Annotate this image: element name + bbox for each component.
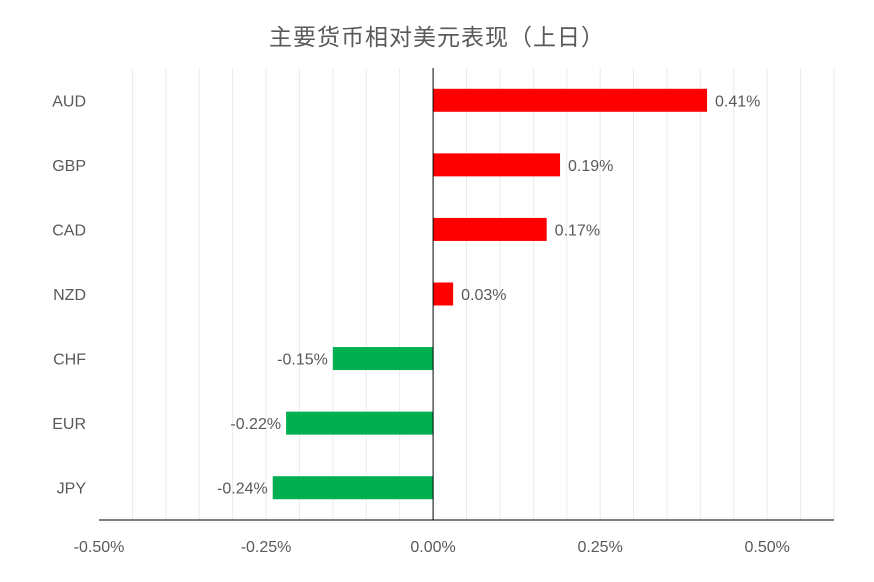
- bar-chf: [332, 347, 434, 371]
- data-label-eur: -0.22%: [230, 416, 281, 433]
- category-label-eur: EUR: [52, 416, 86, 433]
- bar-aud: [433, 88, 708, 112]
- x-tick-label: -0.25%: [241, 539, 292, 556]
- bar-jpy: [272, 476, 434, 500]
- x-tick-label: -0.50%: [74, 539, 125, 556]
- category-label-gbp: GBP: [52, 158, 86, 175]
- bar-gbp: [433, 153, 561, 177]
- category-label-nzd: NZD: [53, 287, 86, 304]
- data-label-chf: -0.15%: [277, 352, 328, 369]
- bar-eur: [286, 411, 434, 435]
- data-label-jpy: -0.24%: [217, 481, 268, 498]
- data-label-cad: 0.17%: [555, 222, 600, 239]
- data-label-nzd: 0.03%: [461, 287, 506, 304]
- category-label-chf: CHF: [53, 352, 86, 369]
- bar-cad: [433, 217, 547, 241]
- category-label-cad: CAD: [52, 222, 86, 239]
- data-label-gbp: 0.19%: [568, 158, 613, 175]
- data-label-aud: 0.41%: [715, 93, 760, 110]
- category-label-jpy: JPY: [57, 481, 87, 498]
- x-tick-label: 0.50%: [744, 539, 789, 556]
- chart-title: 主要货币相对美元表现（上日）: [269, 25, 605, 51]
- x-tick-label: 0.00%: [410, 539, 455, 556]
- x-tick-label: 0.25%: [577, 539, 622, 556]
- bar-nzd: [433, 282, 454, 306]
- category-label-aud: AUD: [52, 93, 86, 110]
